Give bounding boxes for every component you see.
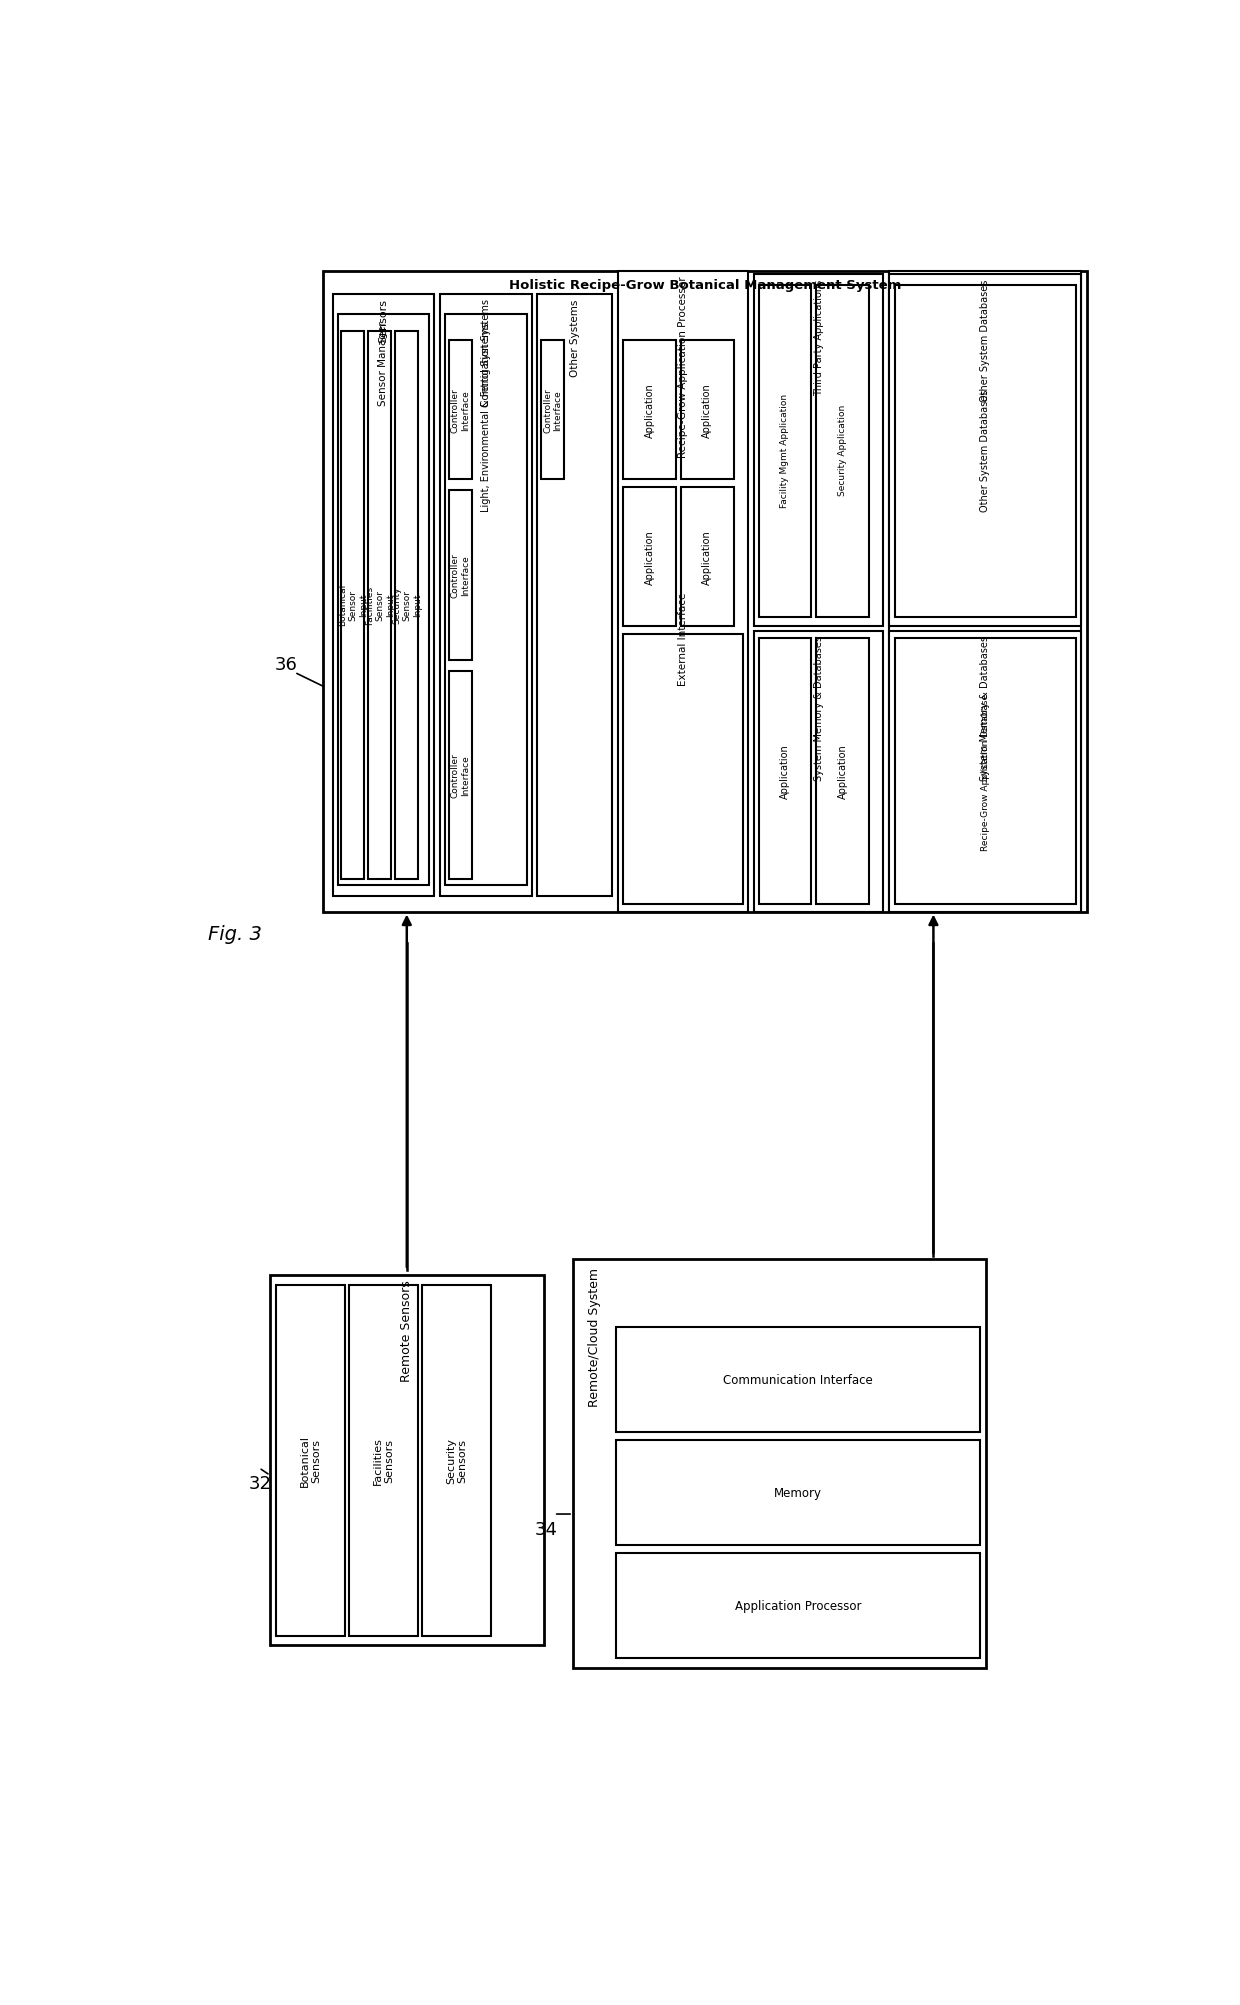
Text: Recipe-Grow Application Database: Recipe-Grow Application Database bbox=[981, 694, 990, 850]
Bar bbox=[895, 285, 1075, 618]
Text: Fig. 3: Fig. 3 bbox=[208, 924, 262, 942]
Bar bbox=[759, 285, 811, 618]
Bar bbox=[895, 640, 1075, 904]
Text: Sensors: Sensors bbox=[378, 299, 388, 343]
Text: Control Systems: Control Systems bbox=[481, 321, 491, 407]
Text: Other Systems: Other Systems bbox=[570, 299, 580, 377]
Text: Application: Application bbox=[837, 744, 848, 800]
Bar bbox=[816, 285, 869, 618]
Bar bbox=[396, 331, 418, 880]
Text: Application: Application bbox=[645, 529, 655, 583]
Text: Application: Application bbox=[702, 383, 712, 437]
Text: Sensor Manager: Sensor Manager bbox=[378, 321, 388, 405]
Bar bbox=[324, 271, 1087, 912]
Text: Remote Sensors: Remote Sensors bbox=[401, 1279, 413, 1381]
Bar bbox=[754, 275, 883, 626]
Text: Controller
Interface: Controller Interface bbox=[451, 389, 470, 433]
Text: Security
Sensor
Input: Security Sensor Input bbox=[392, 585, 422, 624]
Bar bbox=[445, 315, 527, 886]
Bar bbox=[270, 1275, 544, 1646]
Bar bbox=[681, 341, 734, 479]
Text: Holistic Recipe-Grow Botanical Management System: Holistic Recipe-Grow Botanical Managemen… bbox=[508, 279, 901, 293]
Bar bbox=[616, 1552, 980, 1658]
Text: Application: Application bbox=[780, 744, 790, 800]
Text: Security
Sensors: Security Sensors bbox=[446, 1438, 467, 1484]
Text: Light, Environmental & Fertigation Systems: Light, Environmental & Fertigation Syste… bbox=[481, 299, 491, 511]
Text: Communication Interface: Communication Interface bbox=[723, 1373, 873, 1387]
Bar bbox=[449, 491, 472, 660]
Text: Application: Application bbox=[645, 383, 655, 437]
Text: Controller
Interface: Controller Interface bbox=[543, 389, 563, 433]
Text: Facility Mgmt Application: Facility Mgmt Application bbox=[780, 393, 790, 507]
Bar bbox=[616, 1440, 980, 1546]
Bar bbox=[368, 331, 392, 880]
Bar bbox=[542, 341, 564, 479]
Text: 36: 36 bbox=[275, 656, 298, 674]
Bar bbox=[277, 1285, 345, 1636]
Text: External Interface: External Interface bbox=[677, 591, 688, 686]
Text: Other System Databases: Other System Databases bbox=[981, 279, 991, 401]
Text: Facilities
Sensors: Facilities Sensors bbox=[373, 1436, 394, 1484]
Text: 34: 34 bbox=[534, 1520, 558, 1538]
Text: System Memory & Databases: System Memory & Databases bbox=[813, 636, 823, 780]
Bar bbox=[754, 632, 883, 912]
Bar bbox=[681, 487, 734, 626]
Text: Application: Application bbox=[702, 529, 712, 583]
Bar bbox=[619, 271, 748, 912]
Bar bbox=[337, 315, 429, 886]
Text: Controller
Interface: Controller Interface bbox=[451, 553, 470, 597]
Text: 32: 32 bbox=[249, 1474, 272, 1492]
Bar bbox=[622, 634, 743, 904]
Text: Facilities
Sensor
Input: Facilities Sensor Input bbox=[365, 585, 394, 624]
Bar bbox=[622, 487, 676, 626]
Bar bbox=[889, 275, 1081, 626]
Bar bbox=[622, 341, 676, 479]
Bar bbox=[449, 672, 472, 880]
Text: Third Party Applications: Third Party Applications bbox=[813, 279, 823, 395]
Text: Security Application: Security Application bbox=[838, 405, 847, 495]
Text: Other System Databases: Other System Databases bbox=[981, 389, 991, 511]
Text: Application Processor: Application Processor bbox=[734, 1598, 861, 1612]
Text: System Memory & Databases: System Memory & Databases bbox=[981, 636, 991, 780]
Text: Botanical
Sensor
Input: Botanical Sensor Input bbox=[339, 583, 368, 626]
Bar bbox=[440, 295, 532, 896]
Bar bbox=[889, 632, 1081, 912]
Bar bbox=[573, 1259, 986, 1668]
Text: Remote/Cloud System: Remote/Cloud System bbox=[588, 1267, 600, 1406]
Bar bbox=[537, 295, 613, 896]
Text: Controller
Interface: Controller Interface bbox=[451, 752, 470, 798]
Bar bbox=[449, 341, 472, 479]
Text: Botanical
Sensors: Botanical Sensors bbox=[300, 1434, 321, 1486]
Bar bbox=[332, 295, 434, 896]
Bar bbox=[341, 331, 365, 880]
Bar bbox=[350, 1285, 418, 1636]
Bar bbox=[616, 1327, 980, 1432]
Bar bbox=[759, 640, 811, 904]
Bar bbox=[422, 1285, 491, 1636]
Bar bbox=[816, 640, 869, 904]
Bar bbox=[889, 271, 1081, 912]
Text: Recipe-Grow Application Processor: Recipe-Grow Application Processor bbox=[677, 277, 688, 457]
Text: Memory: Memory bbox=[774, 1486, 822, 1500]
